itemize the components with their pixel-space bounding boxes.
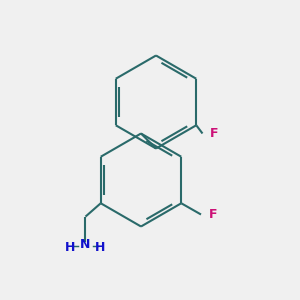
Text: N: N	[80, 238, 91, 251]
Text: H: H	[65, 241, 76, 254]
Text: F: F	[208, 208, 217, 221]
Text: H: H	[95, 241, 106, 254]
Text: F: F	[210, 127, 218, 140]
